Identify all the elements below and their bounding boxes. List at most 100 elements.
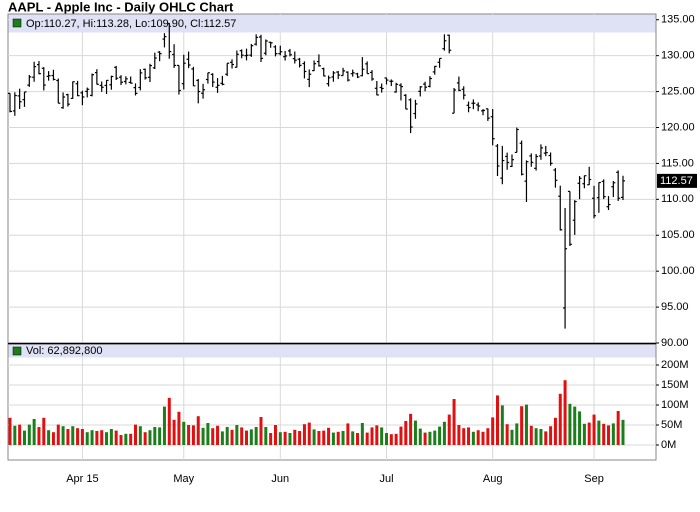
volume-bar xyxy=(42,417,46,445)
volume-bar xyxy=(216,425,220,445)
volume-bar xyxy=(394,433,398,445)
volume-bar xyxy=(351,431,355,445)
volume-bar xyxy=(288,433,292,445)
volume-bar xyxy=(109,429,113,445)
volume-bar xyxy=(264,427,268,445)
volume-bar xyxy=(162,406,166,445)
volume-bar xyxy=(336,431,340,445)
volume-bar xyxy=(22,430,26,445)
volume-bar xyxy=(539,429,543,445)
volume-bar xyxy=(225,427,229,445)
volume-bar xyxy=(124,433,128,445)
volume-bar xyxy=(452,399,456,445)
volume-bar xyxy=(235,425,239,445)
volume-bar xyxy=(621,419,625,445)
volume-bar xyxy=(375,425,379,445)
legend-swatch xyxy=(12,346,22,356)
volume-bar xyxy=(269,433,273,445)
volume-bar xyxy=(201,427,205,445)
y-tick-label: 105.00 xyxy=(661,229,695,241)
x-tick-label: May xyxy=(173,473,194,485)
volume-bar xyxy=(37,427,41,445)
volume-bar xyxy=(563,380,567,445)
volume-bar xyxy=(433,430,437,445)
volume-bar xyxy=(582,423,586,445)
y-tick-label: 200M xyxy=(661,359,689,371)
volume-bar xyxy=(457,425,461,445)
last-price-tag xyxy=(657,173,697,188)
volume-bar xyxy=(331,432,335,445)
y-tick-label: 135.00 xyxy=(661,14,695,26)
volume-bar xyxy=(119,435,123,445)
volume-bar xyxy=(302,424,306,445)
volume-bar xyxy=(486,428,490,445)
volume-bar xyxy=(211,428,215,445)
volume-bar xyxy=(148,430,152,445)
volume-bar xyxy=(404,421,408,445)
price-panel xyxy=(7,13,657,344)
volume-bar xyxy=(220,431,224,445)
volume-bar xyxy=(476,430,480,445)
volume-bar xyxy=(18,424,22,445)
volume-bar xyxy=(196,416,200,445)
volume-bar xyxy=(418,428,422,445)
volume-bar xyxy=(611,423,615,445)
y-tick-label: 130.00 xyxy=(661,50,695,62)
volume-bar xyxy=(616,411,620,445)
volume-bar xyxy=(317,431,321,445)
volume-bar xyxy=(399,426,403,445)
marks xyxy=(8,23,625,445)
volume-bar xyxy=(153,427,157,445)
volume-bar xyxy=(51,432,55,445)
volume-bar xyxy=(240,427,244,445)
y-tick-label: 125.00 xyxy=(661,85,695,97)
volume-bar xyxy=(438,426,442,445)
y-tick-label: 100.00 xyxy=(661,265,695,277)
volume-bar xyxy=(322,430,326,445)
volume-bar xyxy=(254,427,258,445)
volume-bar xyxy=(105,432,109,445)
volume-legend: Vol: 62,892,800 xyxy=(26,345,102,357)
volume-bar xyxy=(592,414,596,445)
last-price-label: 112.57 xyxy=(660,175,693,187)
volume-bar xyxy=(597,420,601,445)
volume-bar xyxy=(95,431,99,445)
x-tick-label: Apr 15 xyxy=(66,473,98,485)
volume-bar xyxy=(356,433,360,445)
volume-bar xyxy=(158,427,162,445)
volume-header xyxy=(8,344,656,358)
y-tick-label: 120.00 xyxy=(661,121,695,133)
y-tick-label: 115.00 xyxy=(661,157,694,169)
volume-bar xyxy=(587,422,591,445)
volume-bar xyxy=(409,413,413,445)
volume-bar xyxy=(549,426,553,445)
volume-bar xyxy=(80,429,84,445)
volume-bar xyxy=(249,429,253,445)
volume-bar xyxy=(346,423,350,445)
volume-bar xyxy=(191,425,195,445)
volume-bar xyxy=(172,419,176,445)
volume-bar xyxy=(278,432,282,445)
volume-bar xyxy=(71,426,75,445)
volume-bar xyxy=(293,429,297,445)
volume-bar xyxy=(133,424,137,445)
volume-bar xyxy=(380,427,384,445)
volume-bar xyxy=(76,428,80,445)
volume-bar xyxy=(56,424,60,445)
ohlc-legend: Op:110.27, Hi:113.28, Lo:109.90, Cl:112.… xyxy=(26,18,236,30)
volume-bar xyxy=(360,423,364,445)
volume-bar xyxy=(544,431,548,445)
volume-bar xyxy=(259,417,263,445)
volume-bar xyxy=(428,431,432,445)
x-tick-label: Sep xyxy=(584,473,604,485)
volume-bar xyxy=(462,428,466,445)
x-tick-label: Jun xyxy=(271,473,289,485)
volume-bar xyxy=(500,405,504,445)
volume-bar xyxy=(312,429,316,445)
y-tick-label: 50M xyxy=(661,419,682,431)
y-tick-label: 110.00 xyxy=(661,193,694,205)
volume-bar xyxy=(327,427,331,445)
y-tick-label: 100M xyxy=(661,399,689,411)
x-tick-label: Jul xyxy=(379,473,393,485)
